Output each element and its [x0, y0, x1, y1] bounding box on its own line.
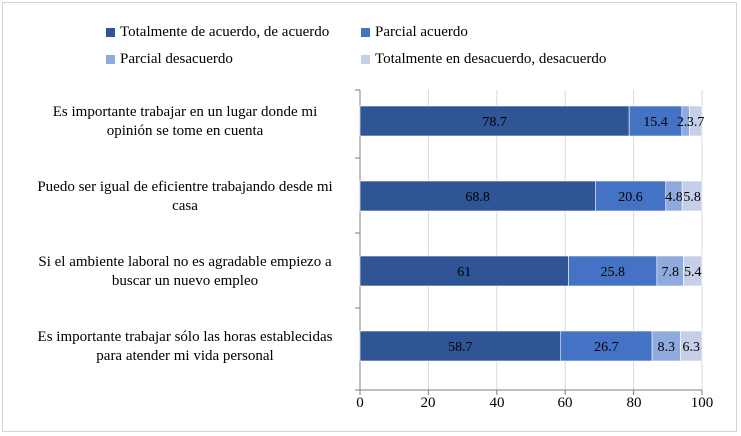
category-label-3-line-2: para atender mi vida personal: [96, 348, 274, 364]
bar-segment-2-2: [656, 255, 684, 287]
category-label-0-line-2: opinión se tome en cuenta: [106, 123, 264, 139]
legend-label-1: Parcial acuerdo: [375, 24, 468, 40]
bar-segment-0-3: [689, 105, 703, 137]
bar-segment-0-0: [359, 105, 630, 137]
data-label-0-0: 78.7: [482, 115, 507, 130]
bar-segment-3-3: [680, 330, 703, 362]
bar-segment-3-1: [560, 330, 653, 362]
data-label-3-2: 8.3: [658, 340, 676, 355]
data-label-2-2: 7.8: [661, 265, 679, 280]
data-label-0-3: 3.7: [687, 115, 705, 130]
legend-label-3: Totalmente en desacuerdo, desacuerdo: [375, 51, 607, 67]
x-tick-label-5: 100: [690, 395, 714, 411]
bar-segment-1-1: [594, 180, 667, 212]
bar-segment-3-2: [651, 330, 681, 362]
category-label-2-line-2: buscar un nuevo empleo: [111, 273, 259, 289]
legend-label-0: Totalmente de acuerdo, de acuerdo: [120, 24, 330, 40]
bar-segment-0-1: [628, 105, 683, 137]
bar-segment-2-3: [683, 255, 703, 287]
x-tick-label-4: 80: [626, 395, 642, 411]
legend-item-1: Parcial acuerdo: [361, 24, 468, 41]
data-label-1-1: 20.6: [618, 190, 643, 205]
data-label-1-0: 68.8: [465, 190, 490, 205]
category-label-2: Si el ambiente laboral no es agradable e…: [20, 253, 350, 291]
bar-segment-2-1: [568, 255, 658, 287]
legend-swatch-2: [106, 55, 115, 64]
legend-item-2: Parcial desacuerdo: [106, 51, 233, 68]
category-label-0-line-1: Es importante trabajar en un lugar donde…: [52, 104, 318, 120]
category-label-0: Es importante trabajar en un lugar donde…: [20, 103, 350, 141]
category-label-3: Es importante trabajar sólo las horas es…: [20, 328, 350, 366]
bar-segment-1-0: [359, 180, 596, 212]
bar-segment-3-0: [359, 330, 562, 362]
x-tick-label-1: 20: [420, 395, 436, 411]
data-label-3-0: 58.7: [448, 340, 473, 355]
chart-frame: [2, 2, 737, 432]
data-label-0-1: 15.4: [643, 115, 668, 130]
legend-swatch-0: [106, 28, 115, 37]
data-label-1-3: 5.8: [683, 190, 701, 205]
data-label-3-3: 6.3: [682, 340, 700, 355]
bar-segment-2-0: [359, 255, 569, 287]
category-label-2-line-1: Si el ambiente laboral no es agradable e…: [38, 254, 332, 270]
x-tick-label-3: 60: [557, 395, 573, 411]
category-label-1-line-2: casa: [172, 198, 198, 214]
bar-segment-1-3: [681, 180, 703, 212]
data-label-1-2: 4.8: [665, 190, 683, 205]
x-tick-label-0: 0: [356, 395, 364, 411]
category-label-1: Puedo ser igual de eficientre trabajando…: [20, 178, 350, 216]
category-label-3-line-1: Es importante trabajar sólo las horas es…: [37, 329, 333, 345]
legend-swatch-3: [361, 55, 370, 64]
legend-label-2: Parcial desacuerdo: [120, 51, 233, 67]
data-label-2-3: 5.4: [684, 265, 702, 280]
legend-swatch-1: [361, 28, 370, 37]
category-label-1-line-1: Puedo ser igual de eficientre trabajando…: [37, 179, 333, 195]
data-label-2-1: 25.8: [600, 265, 625, 280]
data-label-3-1: 26.7: [594, 340, 619, 355]
x-tick-label-2: 40: [489, 395, 505, 411]
legend-item-0: Totalmente de acuerdo, de acuerdo: [106, 24, 329, 41]
legend-item-3: Totalmente en desacuerdo, desacuerdo: [361, 51, 606, 68]
data-label-2-0: 61: [457, 265, 471, 280]
